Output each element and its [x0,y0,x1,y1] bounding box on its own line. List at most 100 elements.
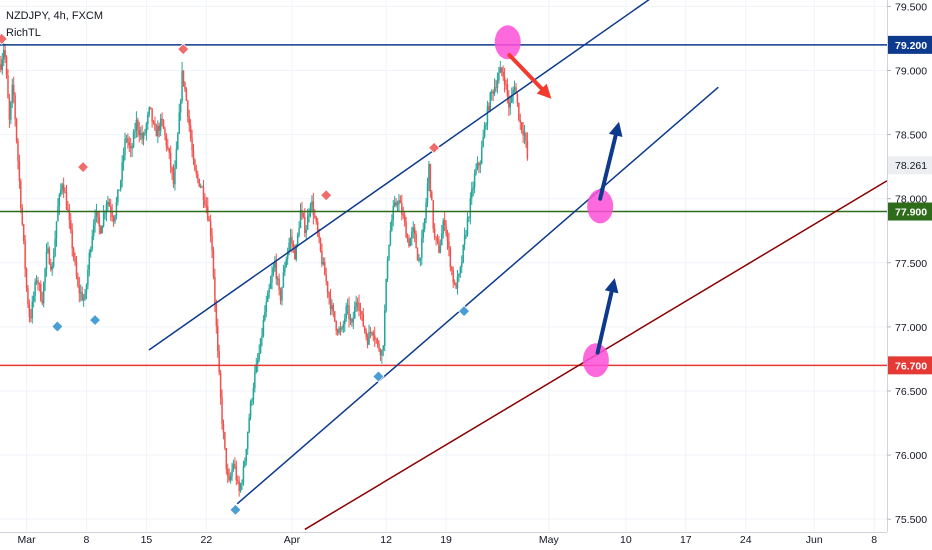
candle-body [261,335,263,339]
candle-body [448,241,450,249]
candle [405,216,407,238]
candle-body [506,84,509,97]
candle-body [463,235,466,245]
candle [225,447,228,475]
candle [155,123,158,137]
candle-body [30,317,32,319]
arrow-shaft [507,53,544,91]
candle [425,197,427,224]
candle [249,399,252,421]
time-tick-label: 8 [871,534,877,546]
legend-indicator[interactable]: RichTL [6,27,41,39]
candle-body [282,272,285,288]
candle [274,256,276,272]
candle-body [232,464,235,470]
candle [443,212,446,232]
candle-body [48,248,51,265]
candle [423,218,426,233]
candle [256,353,259,372]
candle-body [288,242,290,252]
candle-body [242,466,245,483]
candle [462,244,464,264]
candle-body [58,194,61,207]
candle [215,299,218,334]
candle [47,241,49,254]
candle-body [109,206,112,213]
candle-body [331,305,333,309]
candle-body [159,118,162,131]
candle-body [42,282,45,304]
candle [179,98,182,121]
price-tick-label: 79.500 [895,1,927,13]
candle-body [398,200,400,205]
candle-body [14,95,16,119]
candle-body [41,300,43,304]
level-badge-79.200 [888,35,932,54]
candle [254,365,256,393]
candle-body [108,201,111,207]
candle-body [251,399,253,403]
candle-body [27,288,29,305]
candle-body [238,481,240,491]
candle-body [428,164,430,184]
legend-symbol[interactable]: NZDJPY, 4h, FXCM [6,10,103,22]
candle [30,308,32,323]
candle [525,131,527,148]
candle [94,209,96,233]
candle-body [4,50,6,58]
candle [137,117,139,138]
candle-body [479,163,482,166]
candle [402,206,405,219]
candle-body [376,340,379,344]
candle-body [292,243,295,248]
candle [422,222,424,243]
candle-body [129,145,132,149]
candle-body [50,264,52,270]
candle-body [35,280,38,282]
candle [20,178,22,214]
candle-body [425,202,427,219]
candle-body [452,270,454,283]
candle-body [478,162,480,166]
candle-body [211,235,213,251]
candle [312,192,315,225]
candle [214,268,216,312]
candle [276,275,279,286]
candle-body [175,149,178,168]
candle [67,200,69,212]
candle-body [174,167,176,185]
candle [165,133,168,152]
candle-body [1,59,4,70]
candle-body [51,266,53,270]
time-tick-label: Mar [17,534,36,546]
candle [509,95,512,115]
candle-body [90,249,92,253]
candle [388,244,390,261]
candle-body [415,234,417,249]
candle-body [131,147,133,149]
candle-body [117,189,119,202]
candle-body [145,123,148,133]
candle [219,369,222,405]
candle-body [441,233,443,246]
time-tick-label: 24 [740,534,752,546]
candle-body [502,71,504,77]
candle [315,215,317,225]
candle-body [321,250,323,265]
candle-body [412,227,414,232]
candle-body [416,248,419,261]
candle [396,200,399,213]
candle [446,229,449,250]
marker-high-3 [320,189,333,202]
candle-body [17,140,19,162]
candle-body [199,186,202,188]
candle-body [458,273,460,277]
marker-low-5 [51,320,64,333]
candle [376,337,379,348]
candle-body [363,326,366,332]
candle-body [184,82,186,90]
current-price-badge [888,156,932,175]
candle-body [389,230,392,245]
candle-body [77,276,79,286]
